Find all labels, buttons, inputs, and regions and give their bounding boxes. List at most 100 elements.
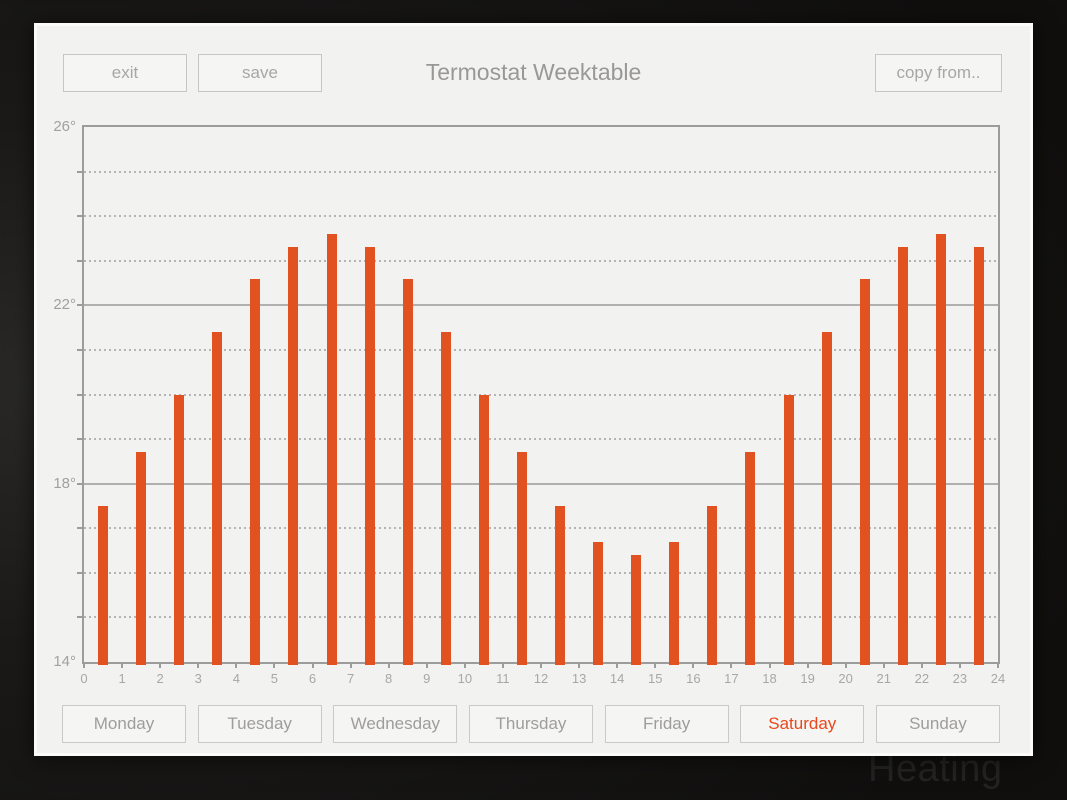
- x-axis-label-6: 6: [308, 671, 317, 686]
- gridline-dotted-21: [84, 348, 998, 351]
- x-axis-tick-3: [197, 662, 200, 668]
- day-tab-thursday[interactable]: Thursday: [468, 705, 593, 743]
- x-axis-label-12: 12: [533, 671, 549, 686]
- gridline-dotted-17: [84, 527, 998, 530]
- temp-bar-hour-18[interactable]: [783, 394, 794, 665]
- gridline-solid-18: [84, 482, 998, 485]
- temp-bar-hour-1[interactable]: [136, 452, 147, 665]
- x-axis-tick-8: [387, 662, 390, 668]
- temp-bar-hour-17[interactable]: [745, 452, 756, 665]
- y-axis-tick-22: [77, 304, 82, 307]
- x-axis-label-5: 5: [270, 671, 279, 686]
- y-axis-tick-23: [77, 259, 82, 262]
- temp-bar-hour-8[interactable]: [402, 278, 413, 665]
- x-axis-label-16: 16: [686, 671, 701, 686]
- temp-bar-hour-15[interactable]: [669, 541, 680, 665]
- y-axis-label-22: 22°: [53, 296, 76, 314]
- x-axis-label-24: 24: [990, 671, 1006, 686]
- temp-bar-hour-20[interactable]: [859, 278, 870, 665]
- x-axis-tick-4: [235, 662, 238, 668]
- x-axis-label-2: 2: [156, 671, 164, 686]
- temp-bar-hour-10[interactable]: [478, 394, 489, 665]
- day-tab-sunday[interactable]: Sunday: [875, 705, 1000, 743]
- x-axis-label-4: 4: [232, 671, 240, 686]
- page-title: Termostat Weektable: [425, 59, 642, 85]
- x-axis-tick-13: [578, 662, 581, 668]
- x-axis-tick-19: [806, 662, 809, 668]
- temp-bar-hour-2[interactable]: [174, 394, 185, 665]
- temp-bar-hour-22[interactable]: [935, 234, 946, 665]
- temp-bar-hour-7[interactable]: [364, 247, 375, 665]
- x-axis-label-14: 14: [609, 671, 625, 686]
- copy-from-button[interactable]: copy from..: [875, 54, 1002, 92]
- day-tab-friday[interactable]: Friday: [604, 705, 729, 743]
- x-axis-label-19: 19: [800, 671, 815, 686]
- thermostat-window: exit save Termostat Weektable copy from.…: [34, 23, 1033, 756]
- x-axis-tick-18: [768, 662, 771, 668]
- temp-bar-hour-9[interactable]: [440, 332, 451, 665]
- gridline-dotted-20: [84, 393, 998, 396]
- x-axis-tick-20: [844, 662, 847, 668]
- y-axis-tick-16: [77, 571, 82, 574]
- exit-button[interactable]: exit: [63, 54, 187, 92]
- day-tab-wednesday[interactable]: Wednesday: [333, 705, 458, 743]
- gridline-dotted-25: [84, 170, 998, 173]
- gridline-dotted-19: [84, 438, 998, 441]
- x-axis-label-0: 0: [80, 671, 88, 686]
- temp-bar-hour-0[interactable]: [98, 505, 109, 665]
- plot-area: 14° 18° 22° 26° 0 1 2 3 4 5 6 7 8 9 10 11 12 13 14 15 16 17 18…: [53, 119, 1005, 687]
- gridline-dotted-23: [84, 259, 998, 262]
- x-axis-tick-6: [311, 662, 314, 668]
- y-axis-label-18: 18°: [53, 474, 76, 492]
- temp-bar-hour-13[interactable]: [593, 541, 604, 665]
- day-tab-bar: Monday Tuesday Wednesday Thursday Friday Satu…: [62, 705, 1000, 743]
- y-axis-tick-20: [77, 393, 82, 396]
- save-button[interactable]: save: [198, 54, 322, 92]
- temp-bar-hour-5[interactable]: [288, 247, 299, 665]
- y-axis-tick-19: [77, 438, 82, 441]
- temp-bar-hour-14[interactable]: [631, 555, 642, 665]
- day-tab-saturday[interactable]: Saturday: [740, 705, 865, 743]
- temp-bar-hour-4[interactable]: [250, 278, 261, 665]
- x-axis-label-11: 11: [496, 671, 510, 686]
- temp-bar-hour-6[interactable]: [326, 234, 337, 665]
- x-axis-tick-17: [730, 662, 733, 668]
- temp-bar-hour-11[interactable]: [516, 452, 527, 665]
- day-tab-tuesday[interactable]: Tuesday: [197, 705, 322, 743]
- x-axis-tick-21: [882, 662, 885, 668]
- y-axis-tick-25: [77, 170, 82, 173]
- y-axis-tick-24: [77, 215, 82, 218]
- gridline-solid-22: [84, 304, 998, 307]
- x-axis-tick-16: [692, 662, 695, 668]
- x-axis-tick-22: [920, 662, 923, 668]
- y-axis-label-14: 14°: [53, 653, 76, 670]
- x-axis-tick-0: [83, 662, 85, 668]
- y-axis-tick-21: [77, 348, 82, 351]
- temp-bar-hour-21[interactable]: [897, 247, 908, 665]
- x-axis-tick-5: [273, 662, 276, 668]
- temp-bar-hour-16[interactable]: [707, 505, 718, 665]
- temp-bar-hour-23[interactable]: [973, 247, 984, 665]
- x-axis-tick-14: [616, 662, 619, 668]
- x-axis-tick-10: [463, 662, 466, 668]
- x-axis-label-10: 10: [457, 671, 473, 686]
- x-axis-label-1: 1: [118, 671, 126, 686]
- x-axis-label-15: 15: [648, 671, 663, 686]
- temp-bar-hour-3[interactable]: [212, 332, 223, 665]
- temp-bar-hour-19[interactable]: [821, 332, 832, 665]
- x-axis-label-20: 20: [838, 671, 853, 686]
- x-axis-tick-9: [425, 662, 428, 668]
- x-axis-label-13: 13: [571, 671, 587, 686]
- x-axis-tick-12: [540, 662, 542, 668]
- y-axis-label-26: 26°: [53, 118, 76, 135]
- x-axis-tick-7: [349, 662, 352, 668]
- x-axis-tick-23: [958, 662, 961, 668]
- x-axis-label-3: 3: [194, 671, 202, 686]
- x-axis-label-8: 8: [385, 671, 393, 686]
- x-axis-label-17: 17: [724, 671, 739, 686]
- x-axis-tick-1: [121, 662, 124, 668]
- day-tab-monday[interactable]: Monday: [62, 705, 186, 743]
- x-axis-label-22: 22: [914, 671, 930, 686]
- temp-bar-hour-12[interactable]: [555, 505, 566, 665]
- gridline-dotted-15: [84, 616, 998, 619]
